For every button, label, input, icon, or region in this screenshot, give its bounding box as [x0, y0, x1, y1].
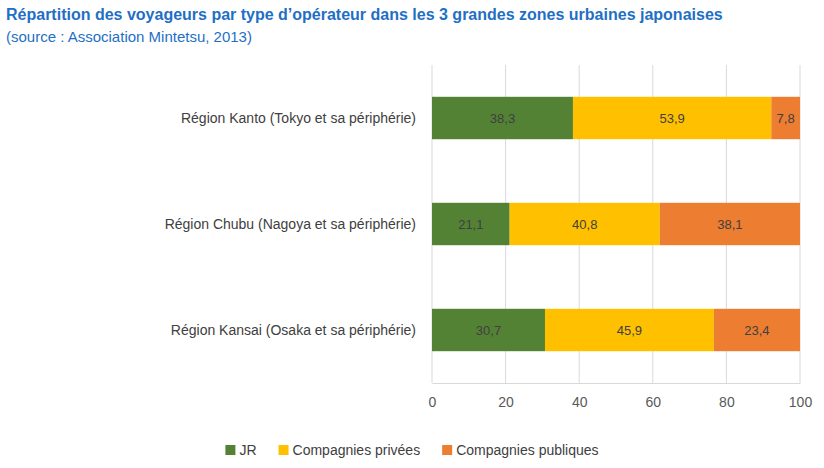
bars	[432, 97, 800, 351]
data-label: 45,9	[617, 323, 642, 338]
bar	[771, 97, 800, 139]
legend-swatch	[442, 445, 452, 455]
bar	[660, 203, 800, 245]
title: Répartition des voyageurs par type d’opé…	[6, 6, 723, 23]
legend-label: JR	[239, 442, 256, 458]
tick: 80	[719, 383, 735, 410]
tick-label: 100	[789, 394, 813, 410]
tick: 40	[572, 383, 588, 410]
bar	[714, 309, 800, 351]
legend-swatch	[225, 445, 235, 455]
axis-line	[433, 383, 801, 384]
x-axis: 0 20 40 60 80 100	[429, 383, 813, 410]
tick: 0	[429, 383, 437, 410]
bar	[432, 309, 545, 351]
bar	[432, 203, 510, 245]
data-label: 30,7	[476, 323, 501, 338]
data-label: 40,8	[572, 217, 597, 232]
legend-label: Compagnies publiques	[456, 442, 598, 458]
data-label: 38,1	[717, 217, 742, 232]
data-labels: 38,3 21,1 30,7 53,9 40,8 45,9 7,8 38,1 23,4	[458, 111, 795, 338]
tick-label: 0	[429, 394, 437, 410]
category-label: Région Kansai (Osaka et sa périphérie)	[171, 322, 416, 338]
chart: Répartition des voyageurs par type d’opé…	[0, 0, 824, 468]
bar	[573, 97, 771, 139]
bar	[432, 97, 573, 139]
legend: JR Compagnies privées Compagnies publiques	[225, 442, 598, 458]
tick: 20	[498, 383, 514, 410]
tick-label: 40	[572, 394, 588, 410]
y-axis: Région Kanto (Tokyo et sa périphérie) Rég…	[165, 110, 416, 338]
tick-label: 20	[498, 394, 514, 410]
data-label: 7,8	[777, 111, 795, 126]
tick-label: 80	[719, 394, 735, 410]
legend-item: Compagnies publiques	[442, 442, 598, 458]
legend-item: JR	[225, 442, 256, 458]
legend-label: Compagnies privées	[293, 442, 421, 458]
bar	[545, 309, 714, 351]
bar	[510, 203, 660, 245]
data-label: 21,1	[458, 217, 483, 232]
data-label: 38,3	[490, 111, 515, 126]
data-label: 23,4	[744, 323, 769, 338]
legend-swatch	[279, 445, 289, 455]
plot-area: 02040608010038,321,130,753,940,845,97,83…	[429, 65, 813, 410]
tick: 60	[646, 383, 662, 410]
grid	[432, 65, 800, 383]
subtitle: (source : Association Mintetsu, 2013)	[6, 28, 252, 45]
category-label: Région Chubu (Nagoya et sa périphérie)	[165, 216, 416, 232]
category-label: Région Kanto (Tokyo et sa périphérie)	[181, 110, 416, 126]
tick-label: 60	[646, 394, 662, 410]
legend-item: Compagnies privées	[279, 442, 421, 458]
tick: 100	[789, 383, 813, 410]
data-label: 53,9	[659, 111, 684, 126]
